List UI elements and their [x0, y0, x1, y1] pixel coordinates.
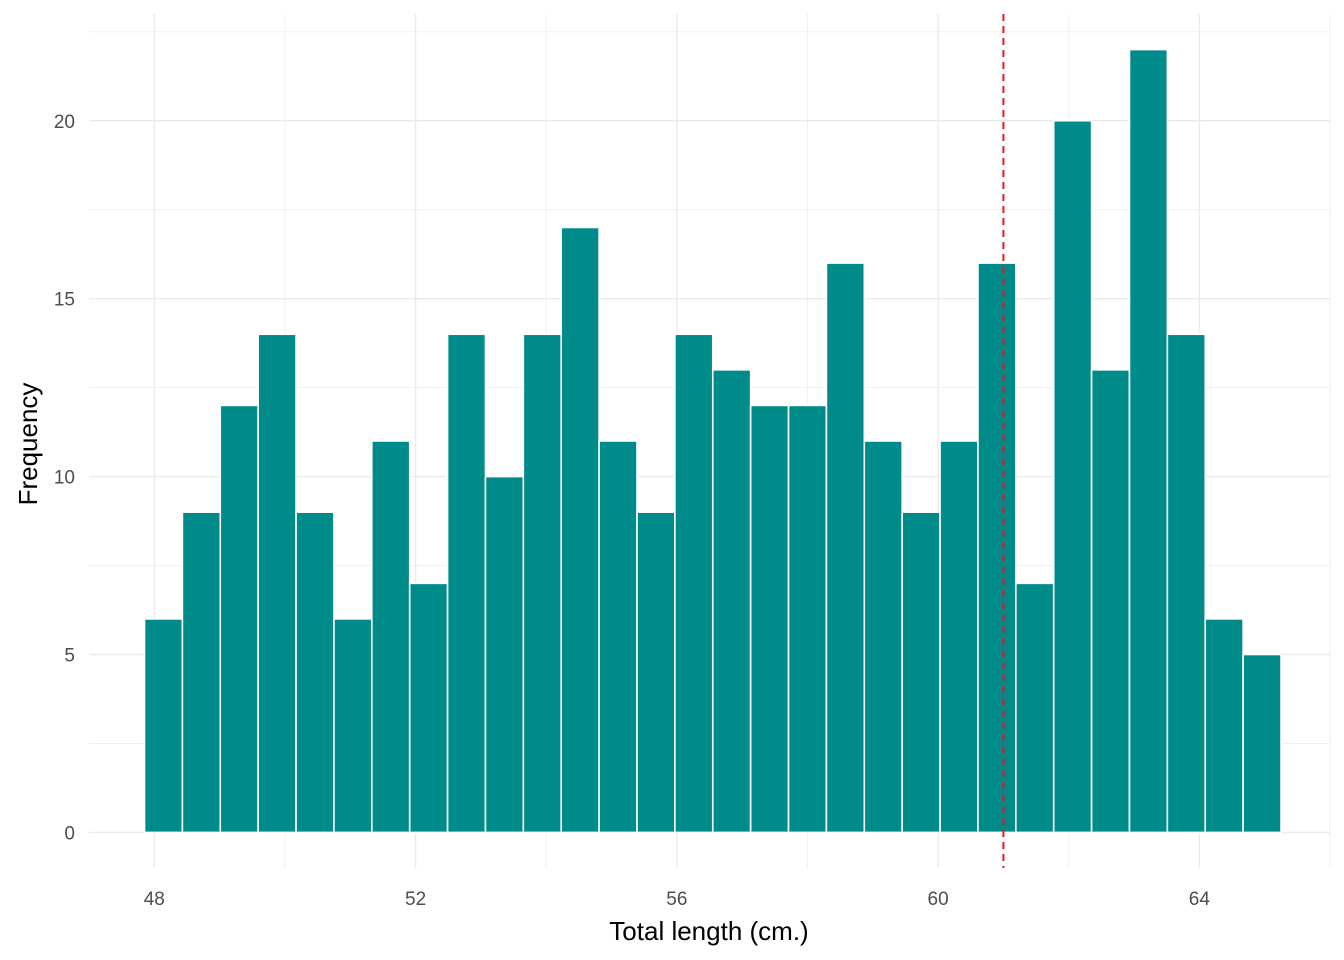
histogram-bar [939, 440, 979, 834]
x-tick-label: 48 [144, 889, 165, 910]
histogram-bar [484, 475, 525, 834]
histogram-bar [1090, 369, 1131, 834]
histogram-bar [1015, 582, 1055, 834]
histogram-bar [295, 511, 335, 834]
histogram-bars [143, 48, 1282, 834]
histogram-bar [598, 440, 638, 834]
histogram-bar [181, 511, 222, 834]
y-axis-ticks: 0 5 10 15 20 [54, 112, 75, 845]
histogram-bar [522, 333, 563, 834]
histogram-bar [560, 226, 600, 834]
histogram-bar [1052, 119, 1093, 834]
histogram-bar [977, 262, 1017, 834]
histogram-bar [711, 369, 752, 834]
histogram-bar [1204, 618, 1244, 834]
histogram-bar [1242, 653, 1282, 834]
histogram-bar [257, 333, 297, 834]
histogram-bar [446, 333, 487, 834]
histogram-bar [333, 618, 373, 834]
histogram-bar [636, 511, 676, 834]
x-tick-label: 56 [666, 889, 687, 910]
x-tick-label: 52 [405, 889, 426, 910]
x-axis-title: Total length (cm.) [609, 916, 808, 946]
histogram-bar [1128, 48, 1169, 834]
histogram-bar [863, 440, 903, 834]
y-tick-label: 0 [64, 823, 75, 844]
histogram-bar [901, 511, 941, 834]
histogram-bar [674, 333, 714, 834]
histogram-bar [825, 262, 866, 834]
x-axis-ticks: 48 52 56 60 64 [144, 889, 1211, 910]
histogram-bar [408, 582, 449, 834]
x-tick-label: 64 [1189, 889, 1211, 910]
histogram-bar [219, 404, 259, 834]
y-tick-label: 20 [54, 112, 75, 133]
histogram-bar [1166, 333, 1207, 834]
y-tick-label: 10 [54, 468, 75, 489]
y-tick-label: 5 [64, 646, 75, 667]
histogram-bar [787, 404, 828, 834]
x-tick-label: 60 [928, 889, 949, 910]
histogram-bar [371, 440, 411, 834]
y-axis-title: Frequency [13, 383, 43, 506]
y-tick-label: 15 [54, 290, 75, 311]
histogram-bar [143, 618, 184, 834]
histogram-bar [749, 404, 790, 834]
